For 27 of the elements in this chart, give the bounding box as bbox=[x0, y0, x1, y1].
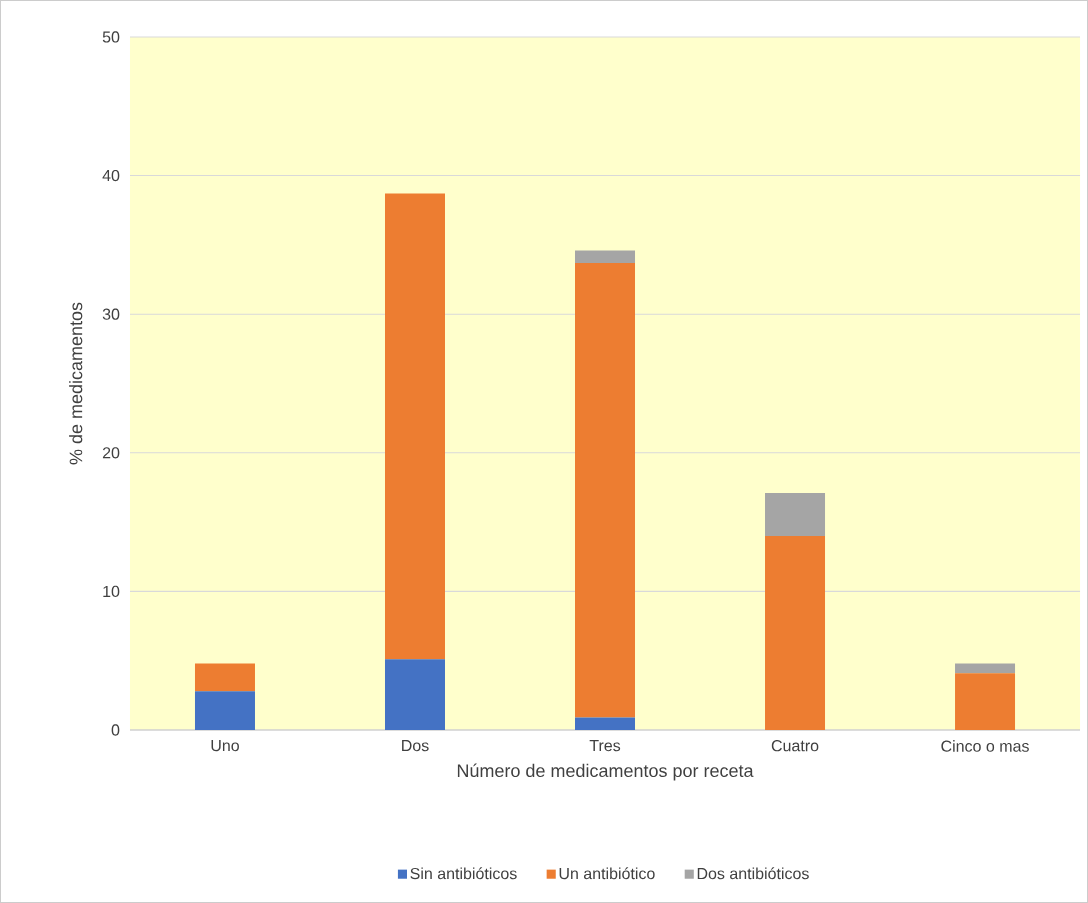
y-axis-title: % de medicamentos bbox=[69, 302, 83, 465]
bar bbox=[194, 663, 255, 692]
x-tick-label: Dos bbox=[402, 740, 429, 752]
legend-label: Dos antibióticos bbox=[697, 867, 809, 880]
y-tick-label: 40 bbox=[102, 169, 120, 182]
bar bbox=[384, 659, 445, 731]
x-tick-label: Cinco o mas bbox=[941, 740, 1029, 752]
bar bbox=[955, 663, 1016, 674]
legend-label: Sin antibióticos bbox=[410, 867, 517, 880]
x-tick-label: Uno bbox=[211, 740, 239, 752]
y-tick-label: 50 bbox=[102, 31, 120, 43]
bar bbox=[575, 250, 636, 263]
bar bbox=[955, 673, 1016, 731]
bar bbox=[575, 717, 636, 731]
bar bbox=[765, 535, 826, 731]
y-tick-label: 10 bbox=[103, 585, 120, 598]
bar bbox=[384, 193, 445, 660]
y-tick-label: 20 bbox=[102, 447, 120, 459]
bar bbox=[765, 492, 826, 536]
bar bbox=[575, 262, 636, 718]
x-axis-title: Número de medicamentos por receta bbox=[457, 763, 754, 781]
bar bbox=[194, 691, 255, 731]
x-tick-label: Tres bbox=[589, 740, 621, 752]
y-tick-label: 30 bbox=[102, 308, 120, 320]
x-tick-label: Cuatro bbox=[771, 740, 819, 752]
y-tick-label: 0 bbox=[111, 724, 120, 736]
legend-label: Un antibiótico bbox=[559, 867, 655, 880]
